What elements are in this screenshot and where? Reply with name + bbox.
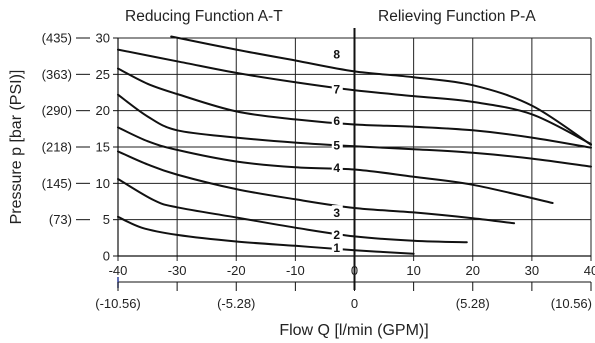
pressure-curve-6 <box>117 67 592 149</box>
gpm-tick-label: (10.56) <box>551 296 592 311</box>
gpm-tick-label: (-10.56) <box>95 296 141 311</box>
y-tick-label-10: 10 <box>96 176 110 191</box>
curve-label-backdrop-7 <box>331 81 343 95</box>
x-tick-label-30: 30 <box>525 263 539 278</box>
x-tick-label-0: 0 <box>351 263 358 278</box>
psi-tick-label: (145) <box>42 176 72 191</box>
pressure-curve-3 <box>117 150 516 225</box>
y-tick-label-30: 30 <box>96 31 110 46</box>
relieving-function-title: Relieving Function P-A <box>378 8 536 25</box>
y-tick-label-5: 5 <box>103 212 110 227</box>
curve-label-3: 3 <box>333 206 340 220</box>
curve-label-backdrop-5 <box>331 137 343 151</box>
curve-label-backdrop-3 <box>331 205 343 219</box>
x-axis-title: Flow Q [l/min (GPM)] <box>279 322 428 339</box>
x-tick-label-40: 40 <box>584 263 595 278</box>
curve-label-backdrop-6 <box>331 112 343 126</box>
pressure-curves <box>117 35 592 255</box>
curve-label-1: 1 <box>333 241 340 255</box>
curve-label-6: 6 <box>333 114 340 128</box>
y-tick-label-20: 20 <box>96 103 110 118</box>
curve-label-backdrop-8 <box>331 46 343 60</box>
x-tick-label-10: 10 <box>406 263 420 278</box>
reducing-function-title: Reducing Function A-T <box>125 8 283 25</box>
curve-label-backdrop-2 <box>331 226 343 240</box>
x-tick-label--30: -30 <box>168 263 187 278</box>
gpm-tick-label: (5.28) <box>456 296 490 311</box>
psi-tick-label: (73) <box>49 212 72 227</box>
psi-tick-label: (218) <box>42 140 72 155</box>
curve-label-4: 4 <box>333 161 340 175</box>
curve-label-5: 5 <box>333 139 340 153</box>
pressure-curve-4 <box>117 126 554 204</box>
pressure-curve-8 <box>170 35 592 146</box>
gpm-tick-label: (-5.28) <box>217 296 255 311</box>
pressure-curve-1 <box>117 215 415 255</box>
y-tick-label-0: 0 <box>103 249 110 264</box>
curve-label-backdrop-4 <box>331 160 343 174</box>
x-tick-label--20: -20 <box>227 263 246 278</box>
x-tick-label--40: -40 <box>109 263 128 278</box>
curve-labels: 12 3 4 5 6 7 8 <box>331 46 343 255</box>
curve-label-8: 8 <box>333 48 340 62</box>
axes: 051015202530(73)(145)(218)(290)(363)(435… <box>42 31 595 312</box>
pressure-curve-2 <box>117 178 468 244</box>
curve-label-7: 7 <box>333 83 340 97</box>
gpm-tick-label: 0 <box>351 296 358 311</box>
curve-label-2: 2 <box>333 228 340 242</box>
y-tick-label-25: 25 <box>96 67 110 82</box>
grid <box>117 28 592 290</box>
psi-tick-label: (363) <box>42 67 72 82</box>
x-tick-label--10: -10 <box>286 263 305 278</box>
pressure-curve-5 <box>117 93 592 168</box>
y-axis-title: Pressure p [bar (PSI)] <box>8 70 25 225</box>
y-tick-label-15: 15 <box>96 140 110 155</box>
psi-tick-label: (435) <box>42 31 72 46</box>
psi-tick-label: (290) <box>42 103 72 118</box>
x-tick-label-20: 20 <box>466 263 480 278</box>
curve-label-backdrop-1 <box>331 240 343 254</box>
pressure-curve-7 <box>117 48 592 146</box>
